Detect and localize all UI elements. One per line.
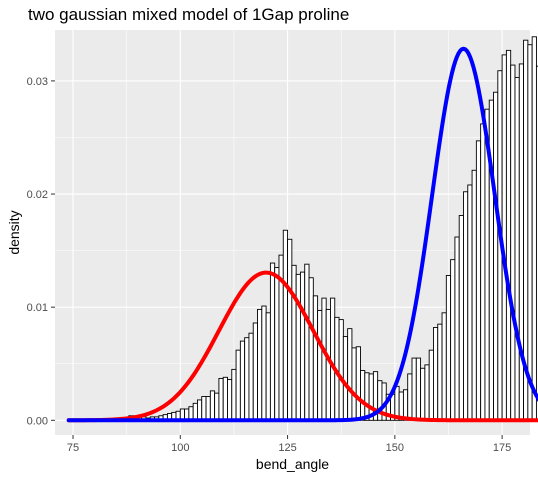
- chart-title: two gaussian mixed model of 1Gap proline: [28, 5, 349, 24]
- x-tick-label: 175: [493, 442, 511, 454]
- histogram-bar: [222, 376, 228, 421]
- histogram-bar: [407, 373, 413, 421]
- histogram-bar: [505, 49, 512, 421]
- histogram-bar: [415, 357, 422, 421]
- histogram-bar: [355, 346, 361, 421]
- histogram-bar: [351, 347, 357, 421]
- histogram-bar: [291, 264, 297, 421]
- histogram-bar: [454, 236, 460, 421]
- histogram-bar: [299, 271, 306, 421]
- histogram-bar: [441, 312, 447, 421]
- histogram-bar: [475, 140, 482, 421]
- histogram-bar: [205, 396, 211, 421]
- histogram-bar: [471, 169, 477, 421]
- histogram-bar: [257, 308, 263, 421]
- histogram-bar: [218, 377, 224, 421]
- histogram-bar: [321, 297, 327, 421]
- histogram-bar: [518, 63, 525, 421]
- x-axis: 75 100 125 150 175: [67, 435, 511, 454]
- histogram-bar: [510, 64, 516, 421]
- histogram-bar: [214, 392, 220, 421]
- histogram-bar: [433, 327, 439, 421]
- histogram-bar: [445, 275, 452, 421]
- histogram-bar: [480, 123, 486, 421]
- histogram-bar: [287, 238, 293, 421]
- histogram-bar: [192, 402, 198, 421]
- histogram-bar: [282, 229, 289, 421]
- histogram-bar: [252, 322, 258, 421]
- x-tick-label: 150: [386, 442, 404, 454]
- histogram-bar: [424, 364, 430, 421]
- histogram-bar: [239, 340, 246, 421]
- histogram-bar: [420, 367, 426, 421]
- y-tick-label: 0.02: [27, 189, 48, 201]
- histogram-bar: [295, 273, 301, 421]
- histogram-bars: [68, 36, 538, 422]
- histogram-bar: [514, 77, 520, 421]
- histogram-bar: [347, 328, 353, 421]
- histogram-bar: [531, 36, 537, 421]
- histogram-bar: [527, 44, 533, 421]
- histogram-bar: [535, 65, 538, 421]
- histogram-bar: [467, 184, 473, 421]
- histogram-bar: [411, 357, 417, 421]
- x-tick-label: 75: [67, 442, 79, 454]
- histogram-bar: [248, 332, 254, 421]
- histogram-bar: [304, 263, 310, 421]
- histogram-bar: [338, 319, 344, 421]
- histogram-bar: [261, 305, 267, 421]
- histogram-bar: [197, 399, 203, 421]
- histogram-bar: [493, 91, 499, 421]
- histogram-bar: [317, 310, 323, 421]
- histogram-bar: [360, 370, 366, 421]
- histogram-bar: [342, 336, 349, 421]
- density-curves: [66, 46, 538, 423]
- histogram-bar: [244, 337, 250, 421]
- histogram-bar: [312, 295, 319, 421]
- y-axis: 0.00 0.01 0.02 0.03: [27, 76, 55, 427]
- density-curve-2: [66, 46, 538, 423]
- histogram-bar: [428, 349, 434, 421]
- histogram-bar: [437, 323, 443, 421]
- histogram-bar: [463, 191, 469, 421]
- density-curve-1: [66, 270, 538, 423]
- histogram-bar: [308, 277, 314, 421]
- x-tick-label: 100: [171, 442, 189, 454]
- x-tick-label: 125: [278, 442, 296, 454]
- y-axis-title: density: [6, 210, 22, 254]
- histogram-bar: [402, 389, 409, 421]
- y-tick-label: 0.00: [27, 415, 48, 427]
- histogram-bar: [235, 349, 241, 421]
- histogram-bar: [201, 396, 207, 421]
- histogram-bar: [265, 312, 271, 421]
- histogram-bar: [269, 262, 276, 421]
- x-axis-title: bend_angle: [256, 456, 329, 472]
- histogram-bar: [458, 215, 464, 421]
- histogram-bar: [325, 308, 331, 421]
- histogram-bar: [188, 406, 194, 421]
- histogram-bar: [227, 379, 233, 421]
- histogram-bar: [364, 372, 370, 421]
- histogram-bar: [231, 368, 237, 421]
- y-tick-label: 0.03: [27, 76, 48, 88]
- histogram-bar: [274, 267, 280, 421]
- histogram-bar: [209, 390, 216, 421]
- y-tick-label: 0.01: [27, 302, 48, 314]
- histogram-bar: [450, 259, 456, 421]
